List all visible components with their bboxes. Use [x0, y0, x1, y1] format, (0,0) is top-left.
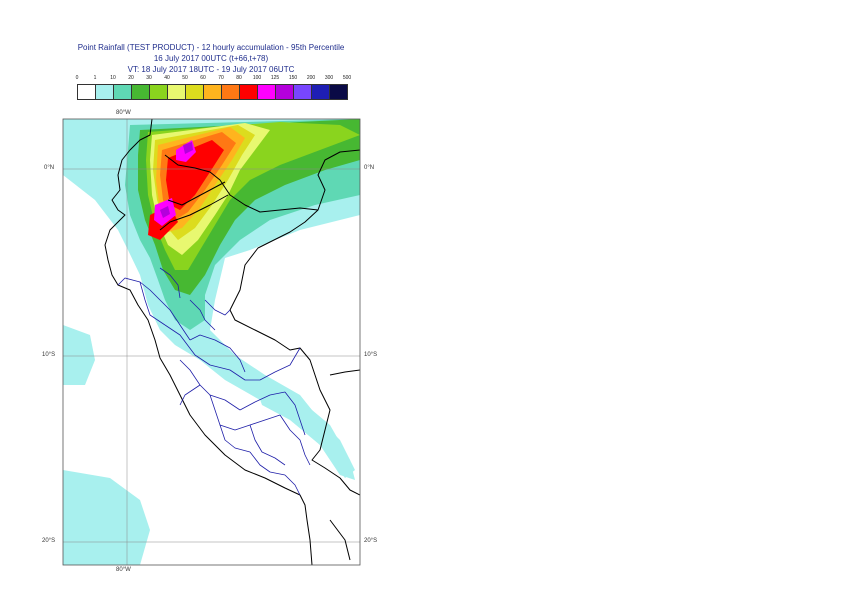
legend-tick-label: 40 [164, 75, 170, 81]
legend-tick-label: 70 [218, 75, 224, 81]
lat-label-10-right: 10°S [364, 352, 378, 358]
legend-tick-label: 125 [270, 75, 280, 81]
legend-tick-label: 50 [182, 75, 188, 81]
lat-label-20-right: 20°S [364, 538, 378, 544]
region-borders [117, 267, 311, 496]
map-title: Point Rainfall (TEST PRODUCT) - 12 hourl… [77, 43, 345, 52]
legend-tick-label: 200 [306, 75, 316, 81]
legend-tick-label: 0 [75, 75, 79, 81]
legend-tick-label: 60 [200, 75, 206, 81]
map-frame [62, 118, 361, 566]
init-time: 16 July 2017 00UTC (t+66,t+78) [153, 54, 269, 63]
legend-swatch [329, 84, 348, 100]
legend-tick-label: 150 [288, 75, 298, 81]
valid-time: VT: 18 July 2017 18UTC - 19 July 2017 06… [127, 65, 295, 74]
legend-tick-label: 300 [324, 75, 334, 81]
lat-label-0-left: 0°N [44, 165, 55, 171]
lat-label-0-right: 0°N [364, 165, 375, 171]
lat-label-20-left: 20°S [42, 538, 56, 544]
rain-core-purple [160, 142, 193, 218]
legend-tick-label: 10 [110, 75, 116, 81]
country-borders [104, 119, 360, 565]
legend-tick-label: 100 [252, 75, 262, 81]
legend-tick-label: 1 [93, 75, 97, 81]
legend-tick-label: 500 [342, 75, 352, 81]
legend-tick-label: 20 [128, 75, 134, 81]
lon-label-top: 80°W [116, 110, 131, 116]
legend-tick-label: 80 [236, 75, 242, 81]
lat-label-10-left: 10°S [42, 352, 56, 358]
lon-label-bottom: 80°W [116, 567, 131, 573]
legend-tick-label: 30 [146, 75, 152, 81]
